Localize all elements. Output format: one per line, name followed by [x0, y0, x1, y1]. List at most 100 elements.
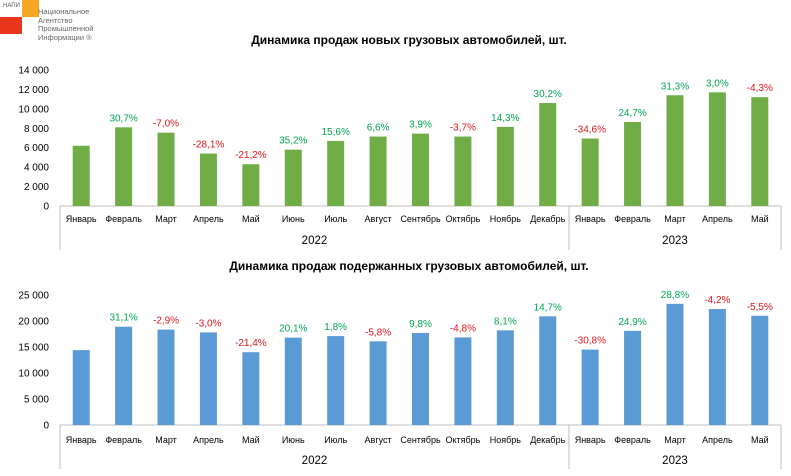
- bar: [708, 92, 726, 206]
- category-label: Май: [751, 214, 769, 224]
- bar: [115, 326, 133, 425]
- bar: [708, 309, 726, 425]
- bar: [751, 315, 769, 425]
- category-label: Июль: [324, 435, 347, 445]
- category-label: Апрель: [702, 214, 733, 224]
- category-label: Январь: [575, 214, 606, 224]
- logo-red-square: [0, 17, 22, 34]
- category-label: Февраль: [614, 214, 651, 224]
- data-label: -3,7%: [450, 123, 476, 134]
- bar: [412, 332, 429, 425]
- data-label: 30,7%: [109, 113, 137, 124]
- bar: [72, 350, 90, 425]
- bar: [539, 316, 557, 425]
- data-label: -2,9%: [153, 316, 179, 327]
- bar: [454, 136, 472, 206]
- new-trucks-sales-chart: Динамика продаж новых грузовых автомобил…: [18, 33, 782, 250]
- bar: [157, 329, 175, 425]
- logo-orange-square: [22, 0, 39, 17]
- data-label: 30,2%: [534, 89, 562, 100]
- category-label: Сентябрь: [400, 435, 441, 445]
- bar: [199, 153, 217, 206]
- data-label: -4,3%: [747, 83, 773, 94]
- category-label: Февраль: [105, 435, 142, 445]
- data-label: 20,1%: [279, 324, 307, 335]
- bar: [242, 164, 260, 206]
- category-label: Июнь: [282, 435, 305, 445]
- data-label: 6,6%: [367, 123, 390, 134]
- data-label: 24,7%: [618, 108, 646, 119]
- data-label: -4,8%: [450, 323, 476, 334]
- category-label: Октябрь: [445, 435, 480, 445]
- bar: [666, 303, 684, 425]
- category-label: Август: [365, 435, 392, 445]
- data-label: -21,4%: [235, 338, 267, 349]
- y-tick-label: 20 000: [18, 317, 49, 328]
- data-label: 14,7%: [534, 302, 562, 313]
- bar: [157, 132, 175, 206]
- data-label: -34,6%: [574, 124, 606, 135]
- used-trucks-sales-chart: Динамика продаж подержанных грузовых авт…: [18, 259, 782, 469]
- bar: [581, 138, 599, 206]
- data-label: 14,3%: [491, 113, 519, 124]
- bar: [412, 133, 429, 206]
- y-tick-label: 0: [43, 421, 49, 432]
- bar: [496, 126, 514, 206]
- data-label: 8,1%: [494, 316, 517, 327]
- logo-abbr: НАПИ: [3, 3, 20, 9]
- data-label: -5,8%: [365, 327, 391, 338]
- category-label: Март: [664, 435, 686, 445]
- category-label: Апрель: [193, 214, 224, 224]
- category-label: Май: [751, 435, 769, 445]
- category-label: Январь: [66, 435, 97, 445]
- y-tick-label: 2 000: [24, 182, 49, 193]
- bar: [115, 127, 133, 206]
- category-label: Ноябрь: [490, 435, 522, 445]
- bar: [327, 336, 345, 425]
- data-label: 31,1%: [109, 313, 137, 324]
- category-label: Декабрь: [530, 214, 565, 224]
- y-tick-label: 8 000: [24, 124, 49, 135]
- bar: [369, 341, 387, 425]
- category-label: Май: [242, 214, 260, 224]
- category-label: Март: [155, 435, 177, 445]
- data-label: 28,8%: [661, 290, 689, 301]
- data-label: 35,2%: [279, 136, 307, 147]
- category-label: Октябрь: [445, 214, 480, 224]
- chart-title: Динамика продаж новых грузовых автомобил…: [251, 33, 567, 47]
- category-label: Сентябрь: [400, 214, 441, 224]
- y-tick-label: 10 000: [18, 369, 49, 380]
- group-label-year: 2022: [302, 235, 328, 247]
- bar: [242, 352, 260, 425]
- bar: [199, 332, 217, 425]
- category-label: Март: [664, 214, 686, 224]
- category-label: Январь: [66, 214, 97, 224]
- y-tick-label: 14 000: [18, 66, 49, 77]
- category-label: Декабрь: [530, 435, 565, 445]
- y-tick-label: 12 000: [18, 85, 49, 96]
- data-label: -7,0%: [153, 119, 179, 130]
- chart-title: Динамика продаж подержанных грузовых авт…: [229, 259, 588, 273]
- bar: [327, 140, 345, 206]
- data-label: -3,0%: [195, 318, 221, 329]
- bar: [624, 121, 642, 206]
- data-label: 24,9%: [618, 317, 646, 328]
- category-label: Ноябрь: [490, 214, 522, 224]
- category-label: Июль: [324, 214, 347, 224]
- napi-logo: НАПИ Национальное Агентство Промышленной…: [0, 0, 100, 60]
- bar: [284, 149, 302, 206]
- data-label: 3,9%: [409, 120, 432, 131]
- data-label: 1,8%: [324, 322, 347, 333]
- data-label: -4,2%: [704, 295, 730, 306]
- category-label: Апрель: [193, 435, 224, 445]
- bar: [666, 95, 684, 206]
- bar: [496, 330, 514, 425]
- y-tick-label: 5 000: [24, 395, 49, 406]
- category-label: Апрель: [702, 435, 733, 445]
- category-label: Март: [155, 214, 177, 224]
- category-label: Февраль: [105, 214, 142, 224]
- bar: [581, 349, 599, 425]
- data-label: -21,2%: [235, 150, 267, 161]
- y-tick-label: 0: [43, 202, 49, 213]
- data-label: 9,8%: [409, 319, 432, 330]
